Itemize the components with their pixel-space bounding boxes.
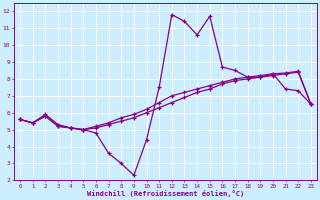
- X-axis label: Windchill (Refroidissement éolien,°C): Windchill (Refroidissement éolien,°C): [87, 190, 244, 197]
